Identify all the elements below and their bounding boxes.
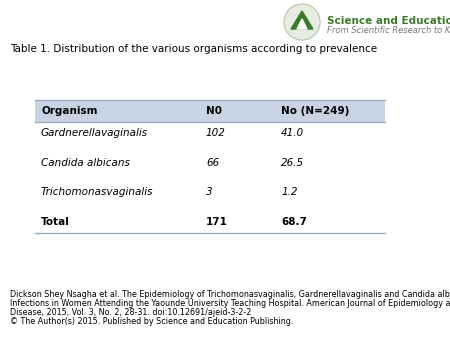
Text: Infections in Women Attending the Yaounde University Teaching Hospital. American: Infections in Women Attending the Yaound… xyxy=(10,299,450,308)
Text: Candida albicans: Candida albicans xyxy=(41,158,130,168)
Text: 26.5: 26.5 xyxy=(281,158,304,168)
Text: N0: N0 xyxy=(206,106,222,116)
Text: Total: Total xyxy=(41,217,70,227)
Text: 3: 3 xyxy=(206,187,212,197)
Text: Organism: Organism xyxy=(41,106,98,116)
Text: From Scientific Research to Knowledge: From Scientific Research to Knowledge xyxy=(327,26,450,35)
Text: 68.7: 68.7 xyxy=(281,217,307,227)
Text: Gardnerellavaginalis: Gardnerellavaginalis xyxy=(41,128,148,138)
Polygon shape xyxy=(297,19,307,29)
Polygon shape xyxy=(291,11,313,29)
Text: Trichomonasvaginalis: Trichomonasvaginalis xyxy=(41,187,153,197)
Text: Dickson Shey Nsagha et al. The Epidemiology of Trichomonasvaginalis, Gardnerella: Dickson Shey Nsagha et al. The Epidemiol… xyxy=(10,290,450,299)
Text: 102: 102 xyxy=(206,128,226,138)
Bar xyxy=(35,100,385,122)
Text: 66: 66 xyxy=(206,158,219,168)
Text: 171: 171 xyxy=(206,217,228,227)
Text: © The Author(s) 2015. Published by Science and Education Publishing.: © The Author(s) 2015. Published by Scien… xyxy=(10,317,293,326)
Text: Disease, 2015, Vol. 3, No. 2, 28-31. doi:10.12691/ajeid-3-2-2: Disease, 2015, Vol. 3, No. 2, 28-31. doi… xyxy=(10,308,252,317)
Text: Table 1. Distribution of the various organisms according to prevalence: Table 1. Distribution of the various org… xyxy=(10,44,377,54)
Text: Science and Education Publishing: Science and Education Publishing xyxy=(327,16,450,26)
Text: 41.0: 41.0 xyxy=(281,128,304,138)
Text: No (N=249): No (N=249) xyxy=(281,106,349,116)
Circle shape xyxy=(284,4,320,40)
Text: 1.2: 1.2 xyxy=(281,187,297,197)
